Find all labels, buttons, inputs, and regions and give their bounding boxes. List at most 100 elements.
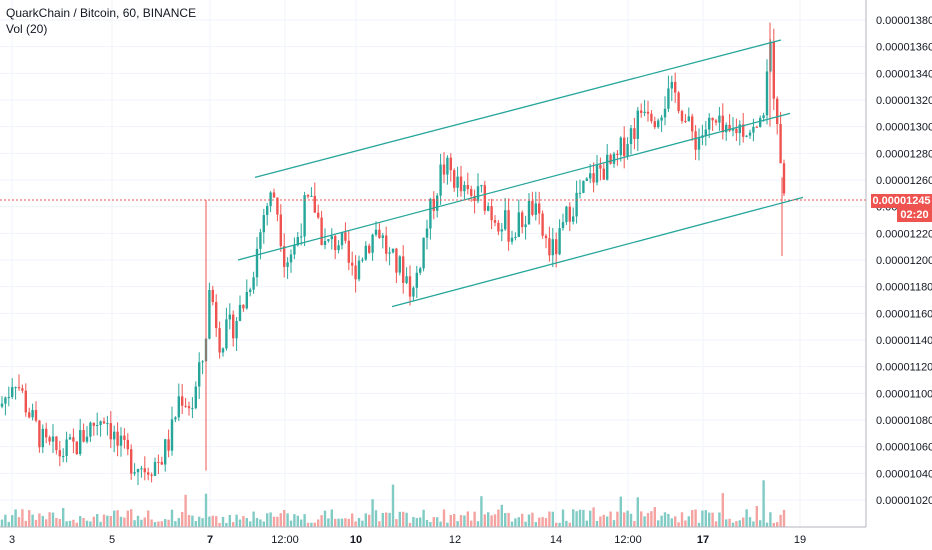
candle-body bbox=[283, 246, 286, 267]
volume-bar bbox=[344, 518, 347, 527]
candle-body bbox=[473, 195, 476, 201]
candle-body bbox=[633, 128, 636, 139]
volume-bar bbox=[85, 520, 89, 527]
candle-body bbox=[45, 428, 48, 438]
candle-body bbox=[691, 116, 694, 132]
candle-body bbox=[718, 115, 721, 123]
volume-bar bbox=[31, 514, 34, 527]
volume-bar bbox=[606, 516, 609, 527]
volume-bar bbox=[249, 521, 252, 527]
x-axis-ticks[interactable]: 3 5 7 12:00 10 12 14 12:00 17 19 bbox=[9, 534, 806, 546]
candle-body bbox=[320, 217, 323, 246]
candle-body bbox=[419, 268, 422, 273]
candle-body bbox=[456, 176, 459, 188]
candle-body bbox=[429, 198, 432, 229]
volume-bar bbox=[476, 521, 480, 527]
volume-bar bbox=[680, 512, 684, 527]
x-tick-label: 5 bbox=[109, 534, 115, 546]
volume-bar bbox=[456, 521, 459, 527]
candle-body bbox=[259, 232, 262, 249]
volume-bar bbox=[504, 513, 507, 527]
candle-body bbox=[58, 450, 61, 457]
volume-bar bbox=[269, 512, 272, 527]
candle-body bbox=[589, 173, 592, 179]
candle-body bbox=[391, 248, 395, 253]
volume-bar bbox=[701, 510, 704, 527]
volume-bar bbox=[551, 511, 554, 527]
volume-bar bbox=[153, 522, 157, 527]
volume-bar bbox=[633, 521, 636, 527]
volume-bar bbox=[252, 511, 255, 527]
volume-bar bbox=[385, 512, 388, 527]
volume-bar bbox=[442, 509, 446, 527]
volume-bar bbox=[544, 518, 548, 527]
candle-body bbox=[405, 276, 408, 283]
candle-body bbox=[48, 437, 51, 442]
candle-body bbox=[575, 192, 578, 217]
candle-body bbox=[415, 272, 418, 288]
volume-bar bbox=[99, 521, 102, 527]
candle-body bbox=[38, 420, 41, 448]
volume-bar bbox=[51, 512, 55, 527]
y-tick-label: 0.00001300 bbox=[876, 122, 932, 134]
volume-bar bbox=[164, 519, 167, 527]
volume-bar bbox=[21, 509, 24, 527]
volume-bar bbox=[612, 520, 616, 527]
volume-bar bbox=[388, 512, 391, 527]
candle-body bbox=[585, 178, 588, 181]
volume-bar bbox=[711, 512, 714, 527]
volume-bar bbox=[514, 518, 517, 527]
candle-body bbox=[521, 212, 524, 228]
candle-body bbox=[487, 206, 490, 211]
candle-body bbox=[578, 192, 582, 194]
volume-bar bbox=[483, 514, 486, 527]
volume-bar bbox=[364, 513, 367, 527]
candle-body bbox=[279, 214, 282, 247]
candle-body bbox=[772, 41, 775, 99]
volume-bar bbox=[538, 517, 541, 527]
candle-body bbox=[640, 110, 643, 113]
candle-body bbox=[371, 234, 374, 253]
volume-bar bbox=[116, 510, 119, 527]
candle-body bbox=[28, 412, 31, 418]
y-tick-label: 0.00001080 bbox=[876, 415, 932, 427]
volume-bar bbox=[79, 516, 82, 527]
volume-bar bbox=[510, 521, 514, 527]
volume-indicator-label[interactable]: Vol (20) bbox=[6, 22, 48, 36]
volume-bar bbox=[286, 513, 289, 527]
volume-bar bbox=[769, 512, 772, 527]
candle-body bbox=[558, 228, 561, 255]
volume-bars bbox=[0, 480, 786, 527]
candle-body bbox=[133, 472, 136, 474]
x-tick-label: 3 bbox=[9, 534, 15, 546]
volume-bar bbox=[776, 522, 779, 527]
candle-body bbox=[742, 124, 745, 137]
candle-body bbox=[0, 403, 4, 407]
y-axis-ticks[interactable]: 0.00001380 0.00001360 0.00001340 0.00001320… bbox=[876, 15, 932, 507]
volume-bar bbox=[238, 519, 242, 527]
volume-bar bbox=[626, 510, 629, 527]
candle-body bbox=[368, 245, 371, 253]
candle-body bbox=[463, 184, 466, 192]
candle-body bbox=[534, 203, 537, 215]
candle-body bbox=[62, 456, 65, 458]
volume-bar bbox=[354, 521, 357, 527]
candle-body bbox=[500, 229, 503, 232]
volume-bar bbox=[541, 517, 544, 527]
grid-lines bbox=[0, 0, 866, 527]
candle-body bbox=[130, 449, 133, 474]
bar-countdown-label: 02:20 bbox=[897, 208, 932, 222]
candle-body bbox=[738, 124, 741, 134]
volume-bar bbox=[160, 521, 163, 527]
volume-bar bbox=[453, 514, 456, 527]
volume-bar bbox=[616, 511, 619, 527]
volume-bar bbox=[283, 509, 286, 527]
volume-bar bbox=[45, 519, 48, 527]
volume-bar bbox=[667, 513, 670, 527]
candle-body bbox=[674, 81, 677, 93]
candle-body bbox=[249, 289, 252, 292]
candle-body bbox=[459, 176, 463, 192]
volume-bar bbox=[313, 522, 316, 527]
candles bbox=[0, 22, 786, 485]
